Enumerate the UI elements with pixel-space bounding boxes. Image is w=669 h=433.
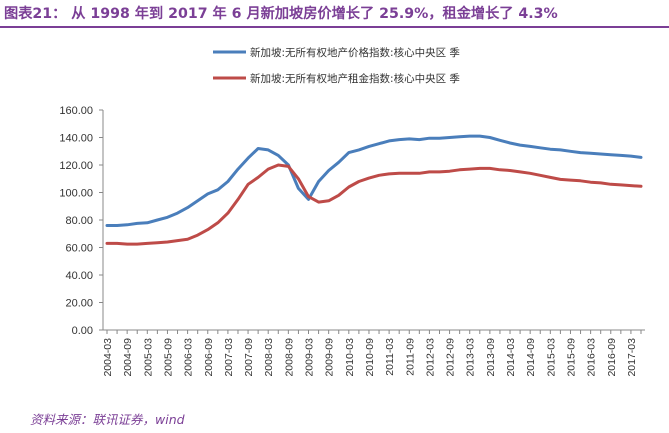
x-tick-label: 2014-09 <box>525 338 537 377</box>
x-tick-label: 2016-03 <box>586 338 598 377</box>
y-tick-label: 0.00 <box>72 325 93 337</box>
x-tick-label: 2008-09 <box>283 338 295 377</box>
series-line-2 <box>105 163 643 246</box>
title-divider <box>0 26 669 28</box>
y-axis-tick-labels: 0.00 20.00 40.00 60.00 80.00 100.00 120.00 140.… <box>59 105 93 337</box>
x-tick-label: 2010-09 <box>364 338 376 377</box>
x-tick-label: 2007-03 <box>223 338 235 377</box>
y-tick-label: 120.00 <box>59 160 93 172</box>
x-tick-label: 2006-03 <box>183 338 195 377</box>
x-tick-label: 2004-09 <box>122 338 134 377</box>
x-tick-label: 2009-03 <box>304 338 316 377</box>
legend-label-1: 新加坡:无所有权地产价格指数:核心中央区 季 <box>250 46 460 59</box>
x-tick-label: 2005-03 <box>142 338 154 377</box>
x-tick-label: 2007-09 <box>243 338 255 377</box>
x-tick-label: 2011-03 <box>384 338 396 376</box>
y-tick-label: 140.00 <box>59 133 93 145</box>
x-tick-label: 2012-03 <box>424 338 436 377</box>
legend-label-2: 新加坡:无所有权地产租金指数:核心中央区 季 <box>250 72 460 85</box>
x-tick-label: 2010-03 <box>344 338 356 377</box>
x-tick-label: 2015-03 <box>545 338 557 377</box>
chart-title: 图表21： 从 1998 年到 2017 年 6 月新加坡房价增长了 25.9%… <box>4 6 558 22</box>
y-tick-label: 160.00 <box>59 105 93 117</box>
axes <box>99 109 645 334</box>
series-lines <box>105 134 643 246</box>
line-chart: 新加坡:无所有权地产价格指数:核心中央区 季新加坡:无所有权地产租金指数:核心中… <box>59 46 645 377</box>
y-tick-label: 60.00 <box>65 243 93 255</box>
x-tick-label: 2008-03 <box>263 338 275 377</box>
x-tick-label: 2015-09 <box>565 338 577 377</box>
x-tick-label: 2013-09 <box>485 338 497 377</box>
x-tick-label: 2006-09 <box>203 338 215 377</box>
source-note: 资料来源：联讯证券，wind <box>30 412 185 427</box>
x-axis-tick-labels: 2004-03 2004-09 2005-03 2005-09 2006-03 2006-… <box>102 338 638 377</box>
x-tick-label: 2013-03 <box>465 338 477 377</box>
x-tick-label: 2014-03 <box>505 338 517 377</box>
x-tick-label: 2004-03 <box>102 338 114 377</box>
x-tick-label: 2009-09 <box>324 338 336 377</box>
y-tick-label: 80.00 <box>65 215 93 227</box>
x-tick-label: 2012-09 <box>445 338 457 377</box>
x-tick-label: 2017-03 <box>626 338 638 377</box>
legend: 新加坡:无所有权地产价格指数:核心中央区 季新加坡:无所有权地产租金指数:核心中… <box>213 46 460 85</box>
series-line-1 <box>105 134 643 227</box>
y-tick-label: 40.00 <box>65 270 93 282</box>
x-tick-label: 2005-09 <box>162 338 174 377</box>
x-tick-label: 2016-09 <box>606 338 618 377</box>
x-tick-label: 2011-09 <box>404 338 416 376</box>
y-tick-label: 20.00 <box>65 298 93 310</box>
y-tick-label: 100.00 <box>59 188 93 200</box>
